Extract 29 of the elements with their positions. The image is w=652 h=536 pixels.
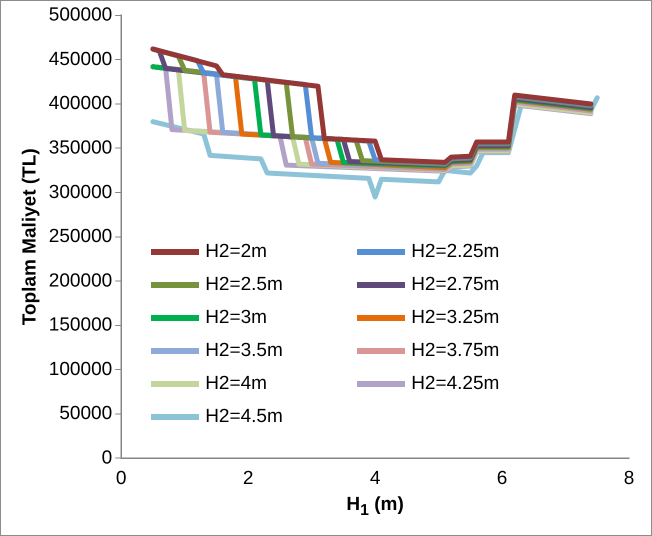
y-tick-label: 200000 — [48, 270, 112, 292]
legend-label: H2=3.5m — [205, 339, 283, 364]
y-tick-label: 250000 — [48, 226, 112, 248]
y-tick-label: 50000 — [59, 403, 112, 424]
legend-label: H2=2.5m — [205, 273, 283, 298]
y-tick-label: 350000 — [48, 137, 112, 158]
legend-label: H2=4.5m — [205, 405, 283, 430]
x-axis-title: H$_{1}$ (m) — [345, 494, 405, 520]
x-tick-label: 6 — [496, 468, 508, 489]
y-tick-label: 100000 — [48, 358, 112, 380]
x-tick-label: 4 — [370, 468, 381, 489]
y-tick-label: 150000 — [48, 314, 112, 336]
legend-label: H2=3m — [205, 306, 267, 330]
x-tick-label: 8 — [624, 468, 634, 489]
legend-label: H2=3.75m — [411, 339, 500, 364]
y-axis-title: Toplam Maliyet (TL) — [20, 148, 41, 326]
legend-label: H2=2.25m — [411, 240, 500, 264]
legend-label: H2=2.75m — [411, 273, 500, 298]
y-tick-label: 400000 — [48, 93, 112, 114]
y-tick-label: 0 — [102, 447, 112, 468]
y-tick-label: 500000 — [48, 4, 112, 26]
legend-label: H2=4.25m — [411, 372, 500, 396]
y-tick-label: 450000 — [48, 48, 112, 70]
x-tick-label: 2 — [242, 468, 254, 489]
y-tick-label: 300000 — [48, 182, 112, 203]
legend-label: H2=4m — [205, 372, 267, 396]
legend-label: H2=3.25m — [411, 306, 500, 330]
legend-label: H2=2m — [205, 240, 267, 264]
x-tick-label: 0 — [116, 468, 126, 489]
